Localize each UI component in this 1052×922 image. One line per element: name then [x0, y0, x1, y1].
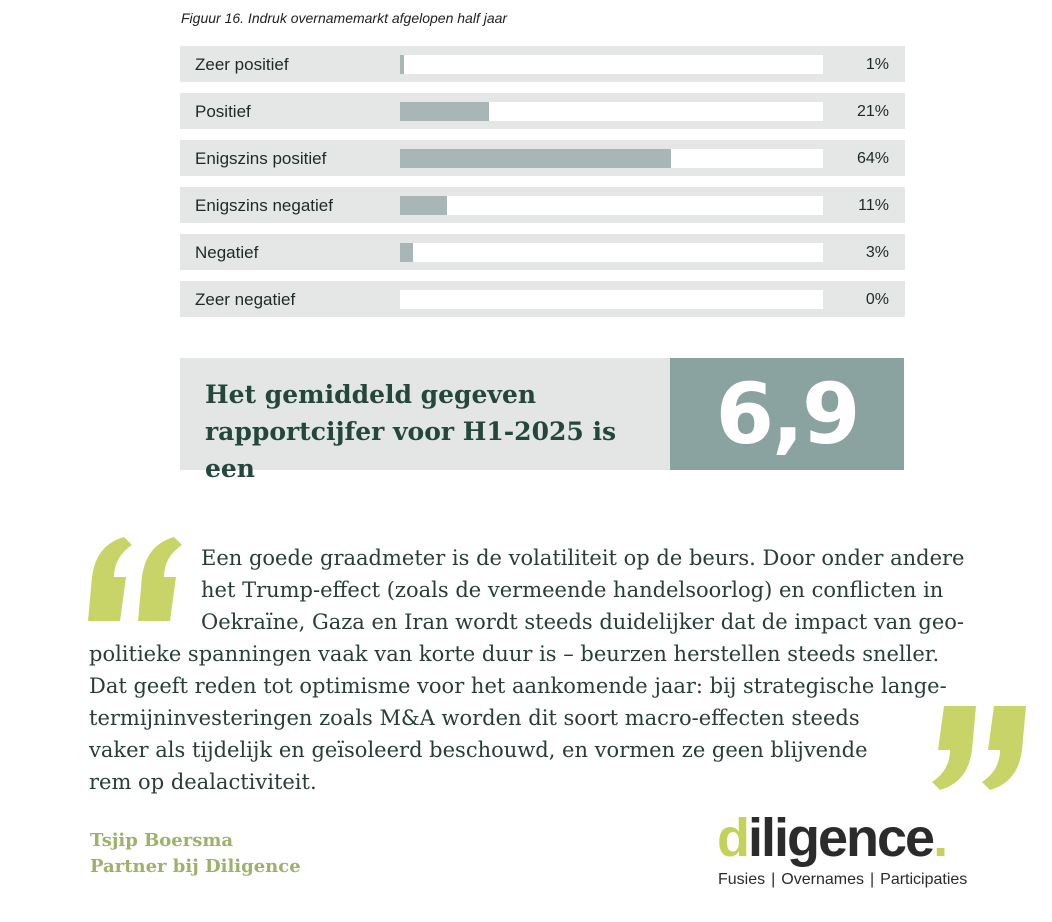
tagline-overnames: Overnames — [781, 871, 864, 888]
score-panel: Het gemiddeld gegeven rapportcijfer voor… — [180, 358, 904, 483]
bar-label: Enigszins positief — [195, 149, 327, 168]
bar-row: Zeer positief 1% — [180, 46, 905, 82]
quote-line: het Trump-effect (zoals de vermeende han… — [201, 578, 944, 602]
bar-fill — [400, 196, 447, 215]
figure-title: Figuur 16. Indruk overnamemarkt afgelope… — [181, 10, 508, 26]
bar-fill — [400, 149, 671, 168]
bar-value-label: 11% — [858, 197, 889, 214]
diligence-logo: diligence. — [717, 808, 948, 868]
quote-line: vaker als tijdelijk en geïsoleerd bescho… — [89, 738, 868, 762]
score-value-box: 6,9 — [670, 358, 904, 470]
logo-word: iligence — [748, 808, 935, 868]
bar-value-label: 1% — [865, 56, 889, 73]
logo-dot: . — [933, 808, 948, 868]
score-text-line-1: Het gemiddeld gegeven — [205, 380, 537, 409]
bar-label: Negatief — [195, 243, 259, 262]
bar-value-label: 0% — [865, 291, 889, 308]
logo-tagline: Fusies | Overnames | Participaties — [718, 871, 967, 889]
tagline-separator: | — [869, 871, 875, 888]
bar-fill — [400, 102, 489, 121]
quote-line: termijninvesteringen zoals M&A worden di… — [89, 706, 860, 730]
bar-row: Positief 21% — [180, 93, 905, 129]
bar-row: Zeer negatief 0% — [180, 281, 905, 317]
bar-label: Positief — [195, 102, 251, 121]
bar-row: Enigszins negatief 11% — [180, 187, 905, 223]
bar-track — [400, 149, 823, 168]
bar-fill — [400, 243, 413, 262]
score-text: Het gemiddeld gegeven rapportcijfer voor… — [205, 376, 655, 487]
bar-value-label: 64% — [856, 150, 889, 167]
score-value: 6,9 — [715, 365, 861, 463]
bar-track — [400, 290, 823, 309]
bar-track — [400, 102, 823, 121]
logo-letter-d: d — [717, 808, 750, 868]
bar-fill — [400, 55, 405, 74]
author-name: Tsjip Boersma — [90, 830, 234, 851]
bar-row: Negatief 3% — [180, 234, 905, 270]
bar-track — [400, 196, 823, 215]
author-title: Partner bij Diligence — [90, 856, 301, 877]
bar-label: Enigszins negatief — [195, 196, 333, 215]
bar-value-label: 21% — [856, 103, 889, 120]
score-text-line-2: rapportcijfer voor H1-2025 is een — [205, 417, 617, 483]
quote-line: Dat geeft reden tot optimisme voor het a… — [89, 674, 947, 698]
quote-line: Oekraïne, Gaza en Iran wordt steeds duid… — [201, 610, 965, 634]
open-quote-icon — [88, 537, 182, 621]
quote-line: politieke spanningen vaak van korte duur… — [89, 642, 940, 666]
bar-label: Zeer negatief — [195, 290, 296, 309]
bar-track — [400, 55, 823, 74]
close-quote-icon — [932, 706, 1026, 790]
bar-value-label: 3% — [865, 244, 889, 261]
bar-label: Zeer positief — [195, 55, 289, 74]
quote-line: rem op dealactiviteit. — [89, 770, 317, 794]
bar-track — [400, 243, 823, 262]
quote-line: Een goede graadmeter is de volatiliteit … — [201, 546, 965, 570]
bar-row: Enigszins positief 64% — [180, 140, 905, 176]
tagline-separator: | — [771, 871, 776, 888]
tagline-participaties: Participaties — [880, 871, 968, 888]
tagline-fusies: Fusies — [718, 871, 766, 888]
